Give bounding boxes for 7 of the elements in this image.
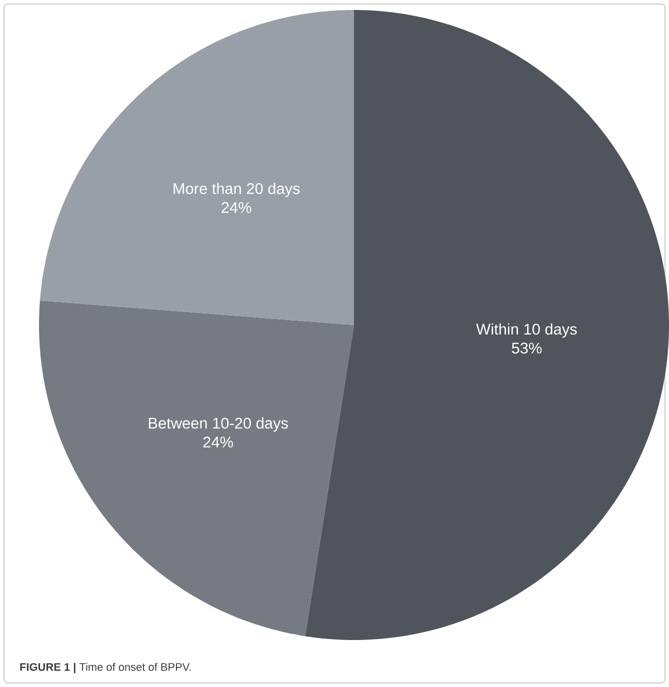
- slice-label: Between 10-20 days: [148, 417, 288, 432]
- data-label: 53%: [512, 342, 542, 354]
- data-label: 24%: [203, 436, 233, 448]
- slice-label: More than 20 days: [174, 182, 300, 198]
- slice-label: Within 10 days: [476, 323, 577, 338]
- data-label: 24%: [222, 202, 252, 213]
- text: FIGURE 1 | Time of onset of BPPV.: [20, 662, 191, 674]
